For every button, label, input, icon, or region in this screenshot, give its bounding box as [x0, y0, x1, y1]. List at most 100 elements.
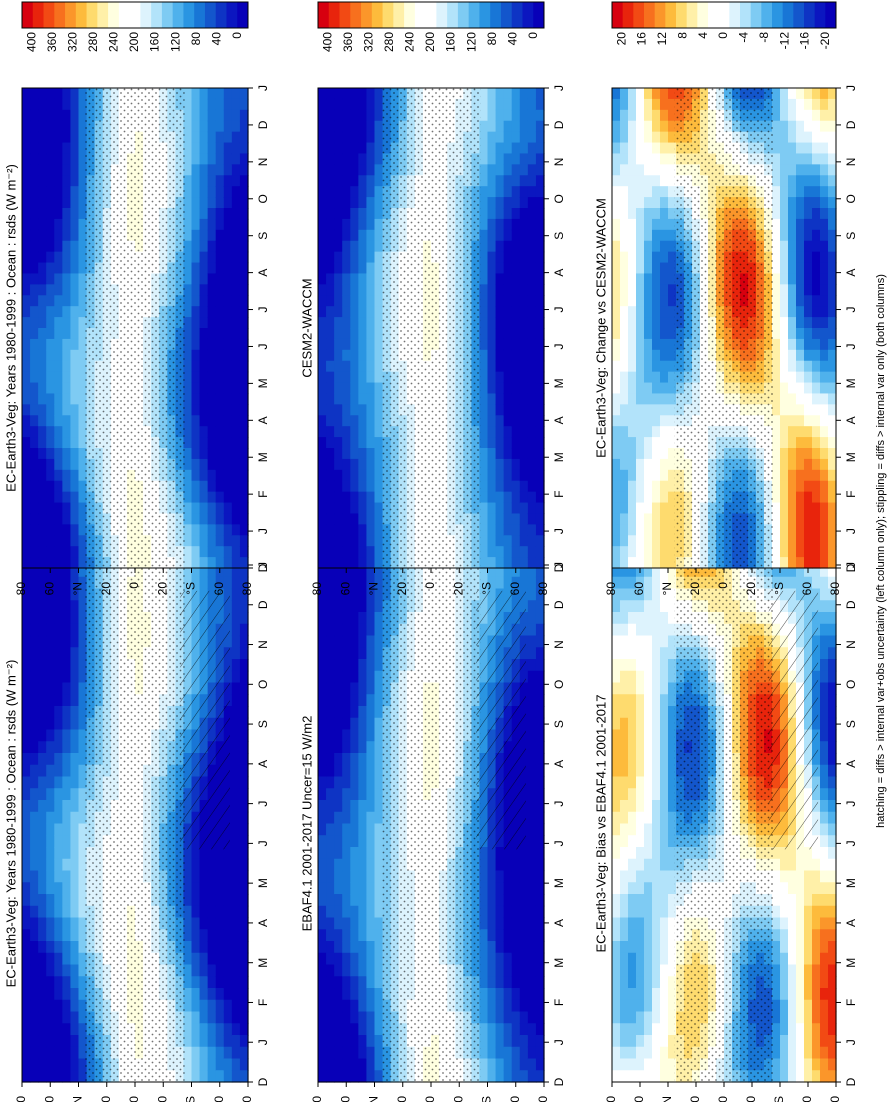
heatmap-cell: [342, 295, 351, 307]
heatmap-cell: [527, 1070, 537, 1083]
heatmap-cell: [207, 480, 217, 493]
heatmap-cell: [46, 858, 55, 872]
heatmap-cell: [207, 306, 217, 318]
colorbar-swatch: [237, 2, 249, 28]
heatmap-cell: [318, 753, 327, 766]
heatmap-cell: [191, 153, 201, 165]
heatmap-cell: [183, 338, 193, 351]
heatmap-cell: [183, 535, 193, 547]
heatmap-cell: [527, 565, 537, 578]
heatmap-cell: [342, 491, 351, 504]
heatmap-cell: [78, 448, 88, 460]
heatmap-cell: [70, 404, 80, 416]
heatmap-cell: [366, 524, 376, 536]
heatmap-cell: [358, 976, 368, 989]
heatmap-cell: [199, 229, 209, 242]
heatmap-cell: [479, 131, 489, 144]
heatmap-cell: [78, 142, 88, 155]
heatmap-cell: [495, 1046, 505, 1060]
heatmap-cell: [503, 847, 513, 860]
stippling: [85, 565, 185, 1082]
heatmap-cell: [358, 788, 368, 801]
heatmap-cell: [239, 458, 249, 471]
heatmap-cell: [22, 1058, 31, 1071]
heatmap-cell: [350, 917, 359, 930]
heatmap-cell: [22, 670, 31, 684]
heatmap-cell: [487, 382, 497, 395]
heatmap-cell: [54, 976, 63, 989]
heatmap-cell: [22, 682, 31, 695]
heatmap-cell: [519, 847, 529, 860]
heatmap-cell: [78, 694, 88, 707]
heatmap-cell: [318, 635, 327, 648]
heatmap-cell: [350, 612, 359, 625]
heatmap-cell: [207, 917, 217, 930]
heatmap-cell: [487, 1035, 497, 1048]
heatmap-cell: [78, 197, 88, 209]
heatmap-cell: [183, 469, 193, 482]
heatmap-cell: [46, 647, 55, 660]
heatmap-cell: [535, 941, 545, 954]
heatmap-cell: [207, 905, 217, 919]
colorbar-swatch: [129, 2, 141, 28]
heatmap-cell: [334, 823, 343, 836]
heatmap-cell: [62, 142, 72, 155]
heatmap-cell: [38, 764, 47, 778]
heatmap-cell: [519, 905, 529, 919]
heatmap-cell: [78, 647, 88, 660]
heatmap-cell: [30, 600, 39, 613]
heatmap-cell: [318, 175, 327, 187]
heatmap-cell: [358, 753, 368, 766]
heatmap-cell: [527, 670, 537, 684]
heatmap-cell: [46, 251, 55, 264]
heatmap-cell: [318, 964, 327, 977]
heatmap-cell: [46, 952, 55, 966]
heatmap-cell: [46, 153, 55, 165]
lat-tick-label: 60: [212, 1096, 226, 1102]
heatmap-cell: [54, 870, 63, 883]
heatmap-cell: [78, 317, 88, 329]
heatmap-cell: [374, 847, 384, 860]
heatmap-cell: [46, 941, 55, 954]
heatmap-cell: [54, 741, 63, 754]
heatmap-cell: [78, 588, 88, 601]
heatmap-cell: [78, 469, 88, 482]
heatmap-cell: [326, 964, 335, 977]
heatmap-cell: [191, 894, 201, 907]
heatmap-cell: [231, 415, 241, 427]
heatmap-cell: [358, 565, 368, 578]
heatmap-cell: [199, 870, 209, 883]
heatmap-cell: [487, 952, 497, 966]
heatmap-cell: [22, 964, 31, 977]
heatmap-cell: [62, 847, 72, 860]
heatmap-cell: [374, 1046, 384, 1060]
heatmap-cell: [38, 153, 47, 165]
heatmap-cell: [334, 858, 343, 872]
heatmap-cell: [326, 186, 335, 198]
heatmap-cell: [366, 491, 376, 504]
heatmap-cell: [38, 535, 47, 547]
heatmap-cell: [495, 306, 505, 318]
heatmap-cell: [30, 811, 39, 825]
heatmap-cell: [535, 952, 545, 966]
heatmap-cell: [495, 976, 505, 989]
heatmap-cell: [38, 1035, 47, 1048]
heatmap-cell: [62, 635, 72, 648]
heatmap-cell: [239, 976, 249, 989]
heatmap-cell: [374, 458, 384, 471]
heatmap-cell: [231, 835, 241, 848]
heatmap-cell: [503, 197, 513, 209]
heatmap-cell: [191, 251, 201, 264]
heatmap-cell: [54, 557, 63, 569]
heatmap-cell: [535, 1046, 545, 1060]
heatmap-cell: [374, 706, 384, 719]
heatmap-cell: [199, 976, 209, 989]
heatmap-cell: [366, 448, 376, 460]
heatmap-cell: [334, 295, 343, 307]
heatmap-cell: [70, 295, 80, 307]
heatmap-cell: [78, 941, 88, 954]
heatmap-cell: [334, 1046, 343, 1060]
heatmap-cell: [326, 682, 335, 695]
heatmap-cell: [239, 988, 249, 1001]
heatmap-cell: [358, 186, 368, 198]
